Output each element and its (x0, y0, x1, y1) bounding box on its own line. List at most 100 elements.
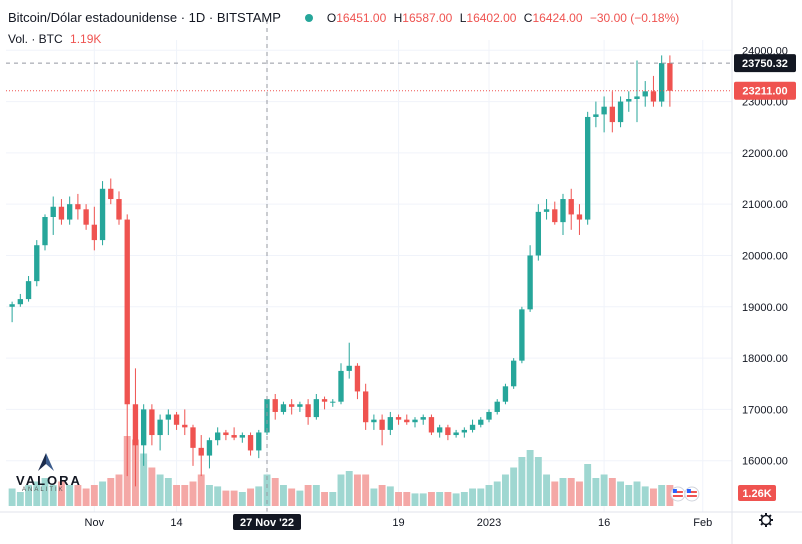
candle-body (25, 281, 32, 300)
candle-body (66, 204, 73, 220)
us-event-flag-canton (686, 489, 691, 493)
volume-bar (222, 490, 230, 506)
valora-logo-icon (38, 453, 54, 471)
candle-body (99, 188, 106, 241)
volume-bar (551, 481, 559, 506)
y-tick-label: 18000.00 (742, 353, 788, 365)
volume-bar (197, 474, 205, 506)
valora-logo-text: VALORA (16, 473, 82, 488)
symbol-title[interactable]: Bitcoin/Dólar estadounidense · 1D · BITS… (8, 10, 281, 25)
volume-bar (362, 474, 370, 506)
y-tick-label: 19000.00 (742, 302, 788, 314)
volume-bar (49, 485, 57, 506)
volume-bar (255, 486, 263, 506)
volume-bar (592, 478, 600, 506)
volume-bar (148, 467, 156, 506)
candle-body (552, 209, 558, 223)
candles (9, 55, 673, 487)
candle-body (543, 209, 550, 212)
y-tick-label: 17000.00 (742, 404, 788, 416)
candle-body (560, 199, 566, 223)
candle-body (223, 432, 229, 436)
volume-bar (419, 493, 427, 506)
ohlc-close: 16424.00 (532, 10, 583, 25)
volume-header: Vol. · BTC 1.19K (8, 32, 101, 46)
volume-bar (57, 481, 65, 506)
volume-label[interactable]: Vol. · BTC (8, 32, 63, 46)
volume-bar (271, 478, 279, 506)
candle-body (17, 299, 24, 305)
candle-body (601, 106, 607, 115)
volume-bar (575, 481, 583, 506)
last-price-badge (734, 81, 796, 100)
settings-gear-tooth (760, 522, 764, 526)
candle-body (535, 211, 542, 256)
candle-body (157, 419, 163, 436)
volume-bar (534, 457, 542, 506)
candle-body (305, 404, 311, 418)
market-status-icon (304, 13, 313, 22)
volume-bar (518, 457, 526, 506)
ohlc-low: 16402.00 (466, 10, 517, 25)
volume-bar (296, 490, 304, 506)
volume-bar (41, 478, 49, 506)
y-tick-label: 20000.00 (742, 250, 788, 262)
candle-body (272, 399, 278, 412)
volume-bar (107, 478, 115, 506)
candle-body (247, 435, 254, 451)
valora-logo-subtext: ANALITIK (22, 487, 65, 493)
volume-bar (641, 486, 649, 506)
candle-body (239, 435, 246, 438)
candle-body (83, 209, 89, 225)
volume-bar (74, 485, 82, 506)
volume-bar (312, 485, 320, 506)
volume-bar (452, 493, 460, 506)
candle-body (140, 409, 147, 446)
volume-bar (82, 488, 90, 506)
candle-body (436, 427, 443, 433)
candle-body (593, 114, 599, 117)
x-tick-label: 16 (598, 517, 610, 529)
settings-gear-tooth (760, 514, 764, 518)
volume-bar (25, 485, 33, 506)
volume-bar (411, 493, 419, 506)
candle-body (280, 404, 287, 412)
candle-body (75, 204, 81, 210)
volume-value: 1.19K (70, 32, 102, 46)
volume-bar (353, 474, 361, 506)
x-tick-label: 14 (170, 517, 182, 529)
candle-body (650, 91, 657, 102)
volume-bar (238, 492, 246, 506)
volume-bar (617, 481, 625, 506)
candle-body (510, 360, 517, 387)
candle-body (568, 199, 574, 215)
candle-body (9, 304, 15, 307)
volume-bar (164, 478, 172, 506)
candle-body (124, 219, 130, 405)
volume-bar (205, 485, 213, 506)
y-tick-label: 21000.00 (742, 199, 788, 211)
volume-bar (370, 488, 378, 506)
candle-body (231, 435, 237, 438)
volume-bar (279, 485, 287, 506)
candle-body (42, 217, 48, 246)
volume-bar (493, 481, 501, 506)
last-price-label: 23211.00 (742, 86, 787, 98)
volume-bar (247, 488, 255, 506)
candle-body (428, 417, 435, 433)
candle-body (453, 432, 459, 436)
volume-bar (501, 474, 509, 506)
candle-body (469, 424, 476, 430)
us-event-flag-stripe (686, 495, 697, 497)
volume-bar (140, 453, 148, 506)
candle-body (404, 419, 410, 423)
settings-gear-icon (760, 514, 772, 526)
candle-body (371, 419, 377, 423)
candle-body (34, 245, 40, 282)
y-tick-label: 22000.00 (742, 148, 788, 160)
ohlc-open-key: O (326, 10, 337, 25)
volume-bar (321, 492, 329, 506)
candle-body (634, 96, 640, 99)
candle-body (165, 414, 172, 420)
